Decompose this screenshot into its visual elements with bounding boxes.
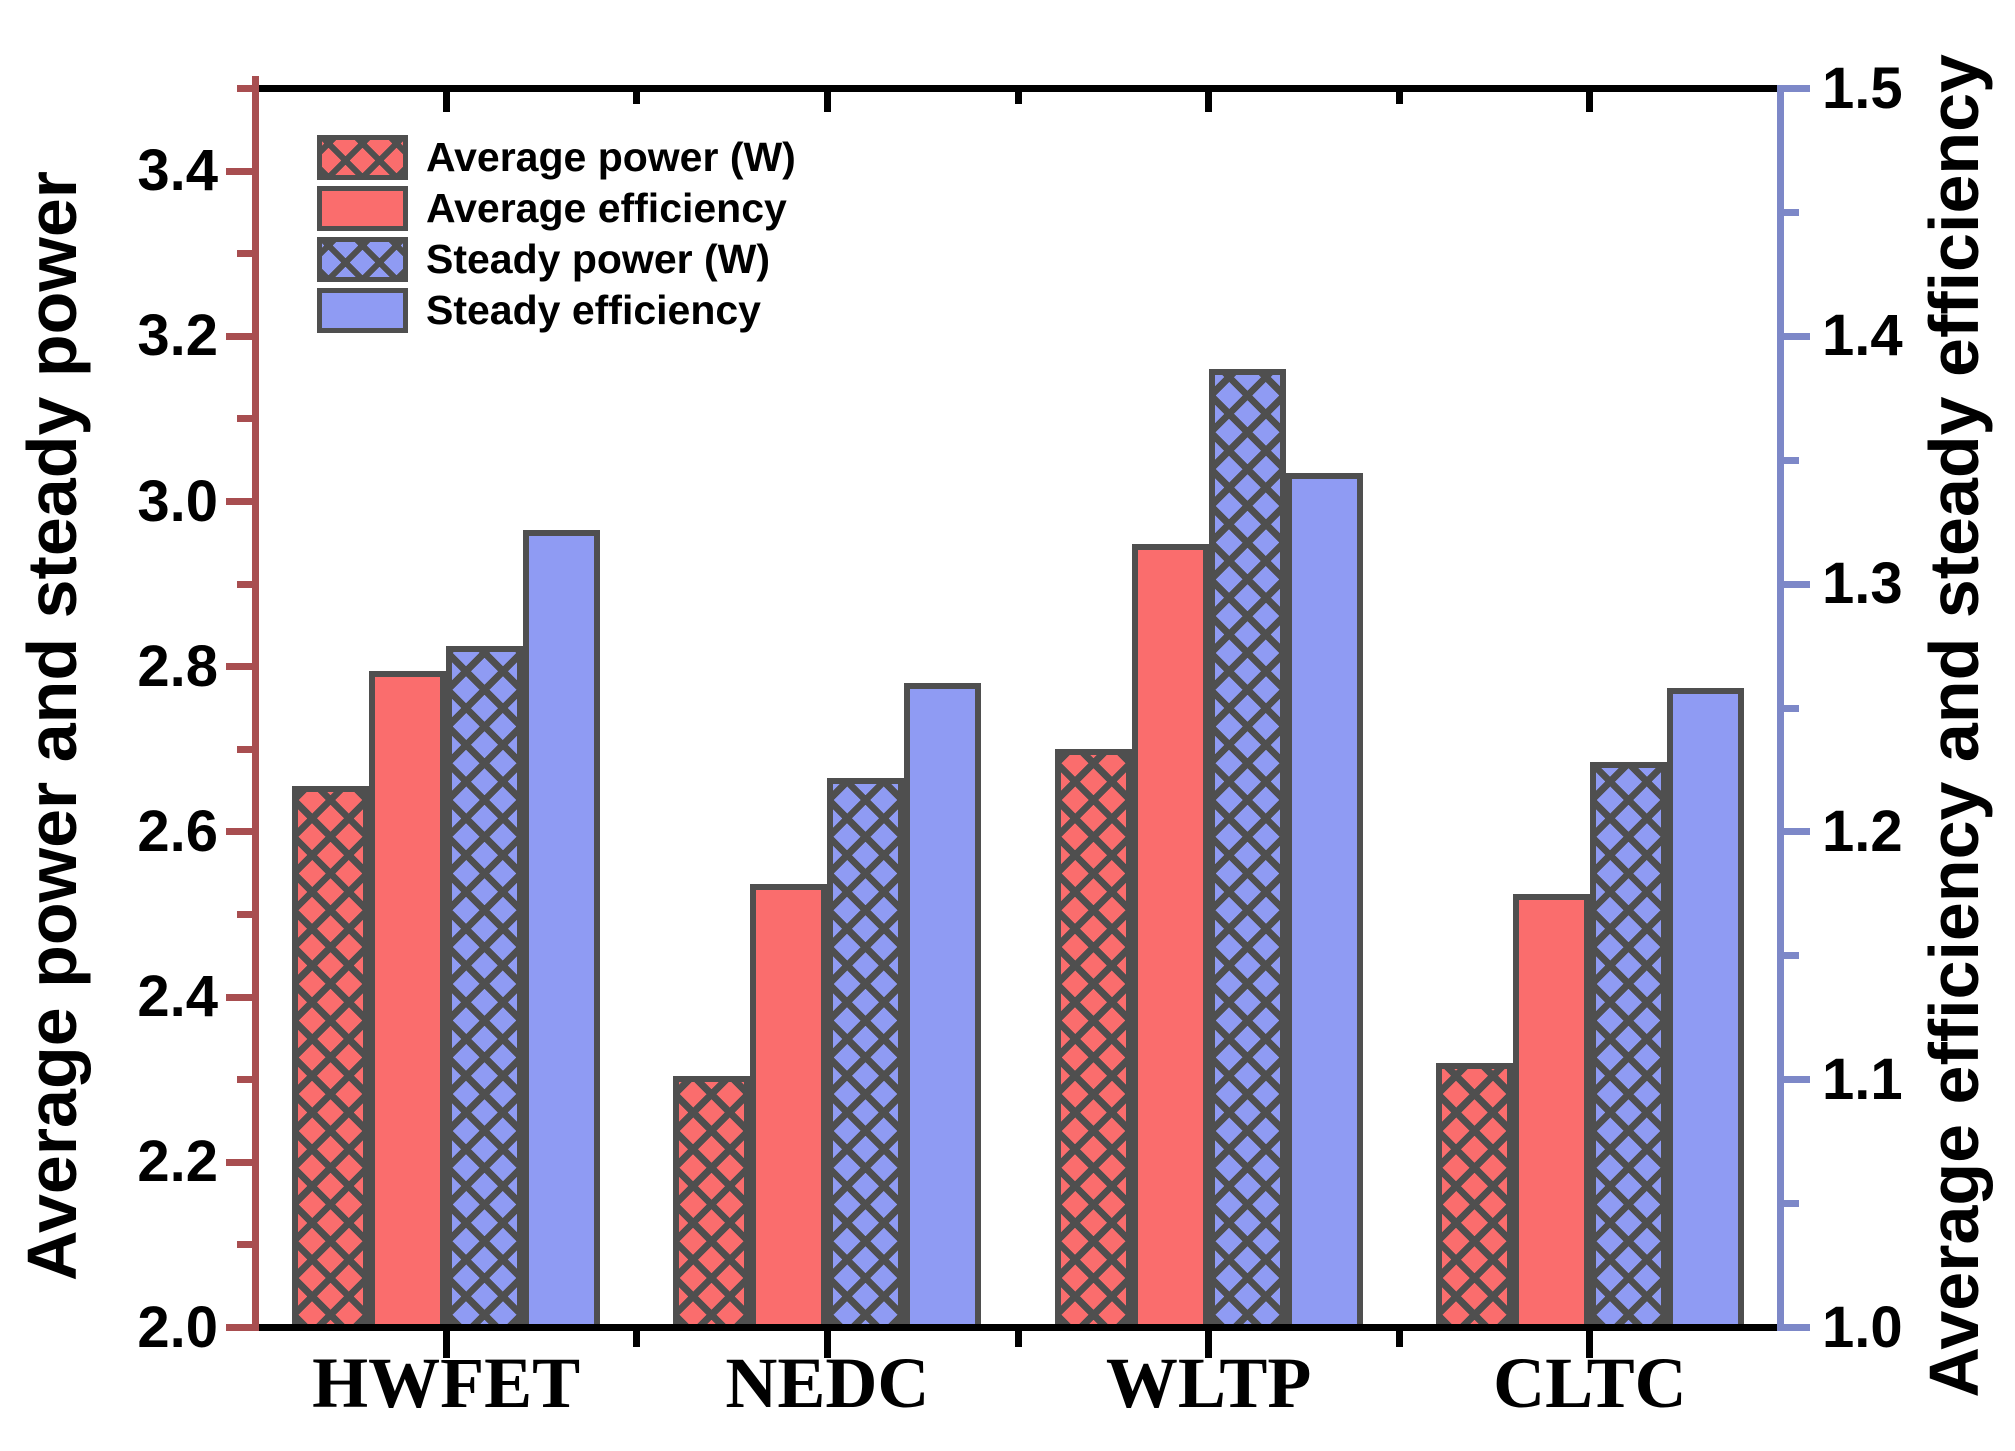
- bar-wltp-2: [1131, 544, 1209, 1331]
- left-tick-label: 2.8: [137, 633, 218, 699]
- left-major-tick: [226, 1324, 252, 1331]
- left-minor-tick: [237, 1076, 252, 1084]
- right-major-tick: [1784, 85, 1810, 92]
- legend-swatch-hatched: [317, 135, 408, 180]
- left-tick-label: 2.2: [137, 1129, 218, 1195]
- top-minor-tick: [1395, 92, 1403, 104]
- category-label-nedc: NEDC: [725, 1343, 930, 1423]
- legend-item-3: Steady power (W): [317, 236, 796, 282]
- legend-label: Steady power (W): [426, 236, 770, 282]
- bar-hwfet-3: [446, 646, 524, 1331]
- legend-item-1: Average power (W): [317, 134, 796, 180]
- right-axis-title-text: Average efficiency and steady efficiency: [1915, 53, 1993, 1398]
- left-tick-label: 2.0: [137, 1294, 218, 1360]
- left-axis-title: Average power and steady power: [0, 0, 108, 1451]
- legend-label: Average efficiency: [426, 185, 787, 231]
- bar-cltc-1: [1435, 1063, 1513, 1331]
- left-tick-label: 3.0: [137, 468, 218, 534]
- left-tick-label: 3.2: [137, 303, 218, 369]
- bar-cltc-2: [1512, 893, 1590, 1331]
- bottom-axis-line: [252, 1324, 1784, 1331]
- legend-label: Average power (W): [426, 134, 796, 180]
- bar-wltp-3: [1208, 369, 1286, 1331]
- left-minor-tick: [237, 415, 252, 423]
- right-major-tick: [1784, 1324, 1810, 1331]
- left-major-tick: [226, 167, 252, 175]
- right-major-tick: [1784, 828, 1810, 836]
- category-label-wltp: WLTP: [1105, 1343, 1312, 1423]
- legend-swatch-hatched: [317, 237, 408, 282]
- bottom-major-tick: [823, 1331, 831, 1358]
- right-major-tick: [1784, 580, 1810, 588]
- right-minor-tick: [1784, 952, 1799, 960]
- left-minor-tick: [237, 1241, 252, 1249]
- bar-hwfet-4: [523, 529, 601, 1331]
- left-major-tick: [226, 828, 252, 836]
- right-tick-label: 1.0: [1822, 1294, 1903, 1360]
- bottom-minor-tick: [1395, 1331, 1403, 1347]
- legend-item-2: Average efficiency: [317, 185, 796, 231]
- left-minor-tick: [237, 250, 252, 258]
- bottom-major-tick: [1205, 1331, 1213, 1358]
- left-tick-label: 2.6: [137, 798, 218, 864]
- left-major-tick: [226, 498, 252, 505]
- right-tick-label: 1.5: [1822, 55, 1903, 121]
- left-minor-tick: [237, 580, 252, 588]
- bar-cltc-3: [1589, 761, 1667, 1331]
- top-major-tick: [823, 92, 831, 112]
- right-tick-label: 1.1: [1822, 1046, 1903, 1112]
- bottom-minor-tick: [633, 1331, 641, 1347]
- right-minor-tick: [1784, 456, 1799, 464]
- right-tick-label: 1.4: [1822, 303, 1903, 369]
- left-minor-tick: [237, 911, 252, 918]
- top-axis-line: [252, 85, 1784, 92]
- right-major-tick: [1784, 332, 1810, 340]
- left-tick-label: 2.4: [137, 964, 218, 1030]
- right-minor-tick: [1784, 1200, 1799, 1208]
- left-major-tick: [226, 332, 252, 340]
- bar-wltp-4: [1285, 472, 1363, 1331]
- bar-nedc-3: [827, 778, 905, 1331]
- right-axis-line: [1777, 85, 1784, 1331]
- category-label-cltc: CLTC: [1493, 1343, 1687, 1423]
- right-minor-tick: [1784, 208, 1799, 216]
- top-minor-tick: [633, 92, 641, 104]
- top-major-tick: [1586, 92, 1594, 112]
- bar-nedc-2: [750, 883, 828, 1331]
- left-minor-tick: [237, 745, 252, 753]
- bar-cltc-4: [1666, 688, 1744, 1331]
- left-major-tick: [226, 1158, 252, 1166]
- bar-nedc-1: [673, 1075, 751, 1331]
- right-tick-label: 1.3: [1822, 551, 1903, 617]
- bar-nedc-4: [904, 683, 982, 1331]
- top-major-tick: [442, 92, 450, 112]
- legend: Average power (W) Average efficiency Stead…: [317, 134, 796, 339]
- right-tick-label: 1.2: [1822, 798, 1903, 864]
- bottom-major-tick: [442, 1331, 450, 1358]
- legend-item-4: Steady efficiency: [317, 287, 796, 333]
- left-major-tick: [226, 663, 252, 671]
- bar-wltp-1: [1054, 749, 1132, 1331]
- right-major-tick: [1784, 1076, 1810, 1084]
- top-major-tick: [1205, 92, 1213, 112]
- left-axis-line: [252, 75, 259, 1331]
- bar-hwfet-1: [292, 786, 370, 1331]
- left-minor-tick: [237, 85, 252, 92]
- top-minor-tick: [1014, 92, 1022, 104]
- bar-hwfet-2: [369, 670, 447, 1331]
- left-tick-label: 3.4: [137, 138, 218, 204]
- legend-swatch-solid: [317, 186, 408, 231]
- category-label-hwfet: HWFET: [312, 1343, 581, 1423]
- legend-swatch-solid: [317, 288, 408, 333]
- bottom-minor-tick: [1014, 1331, 1022, 1347]
- right-axis-title: Average efficiency and steady efficiency: [1896, 0, 2012, 1451]
- bottom-major-tick: [1586, 1331, 1594, 1358]
- right-minor-tick: [1784, 704, 1799, 712]
- legend-label: Steady efficiency: [426, 287, 761, 333]
- left-major-tick: [226, 993, 252, 1001]
